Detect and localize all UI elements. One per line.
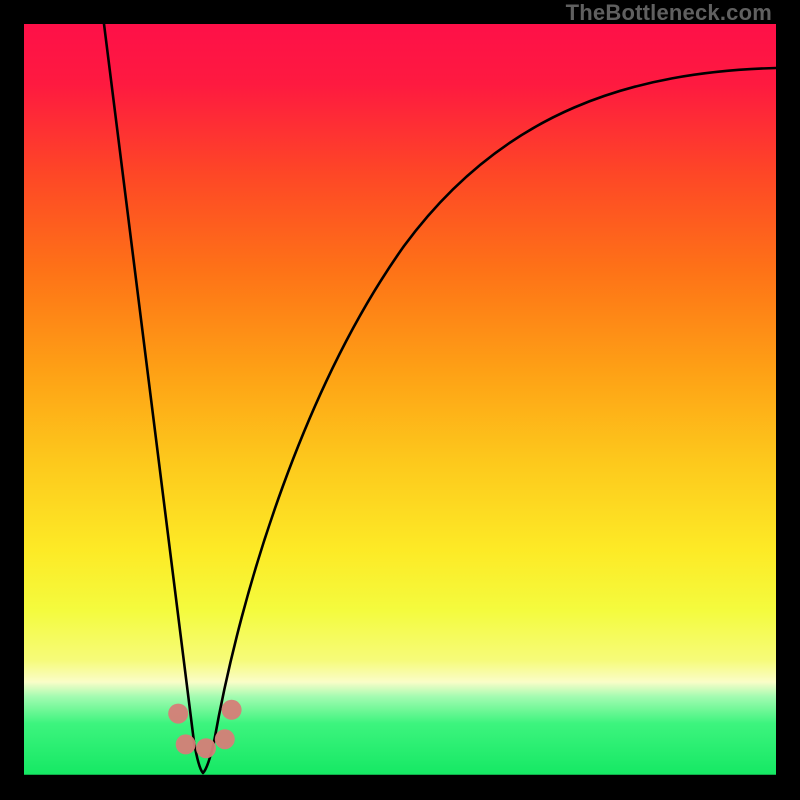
marker-group: [168, 700, 241, 758]
curve-marker: [215, 729, 235, 749]
curve-marker: [222, 700, 242, 720]
bottleneck-curve-path: [104, 24, 776, 773]
curve-marker: [196, 738, 216, 758]
watermark-text: TheBottleneck.com: [566, 0, 772, 26]
curve-marker: [168, 704, 188, 724]
bottleneck-curve-svg: [24, 24, 776, 776]
curve-marker: [176, 734, 196, 754]
curve-group: [24, 24, 776, 776]
plot-area: [24, 24, 776, 776]
